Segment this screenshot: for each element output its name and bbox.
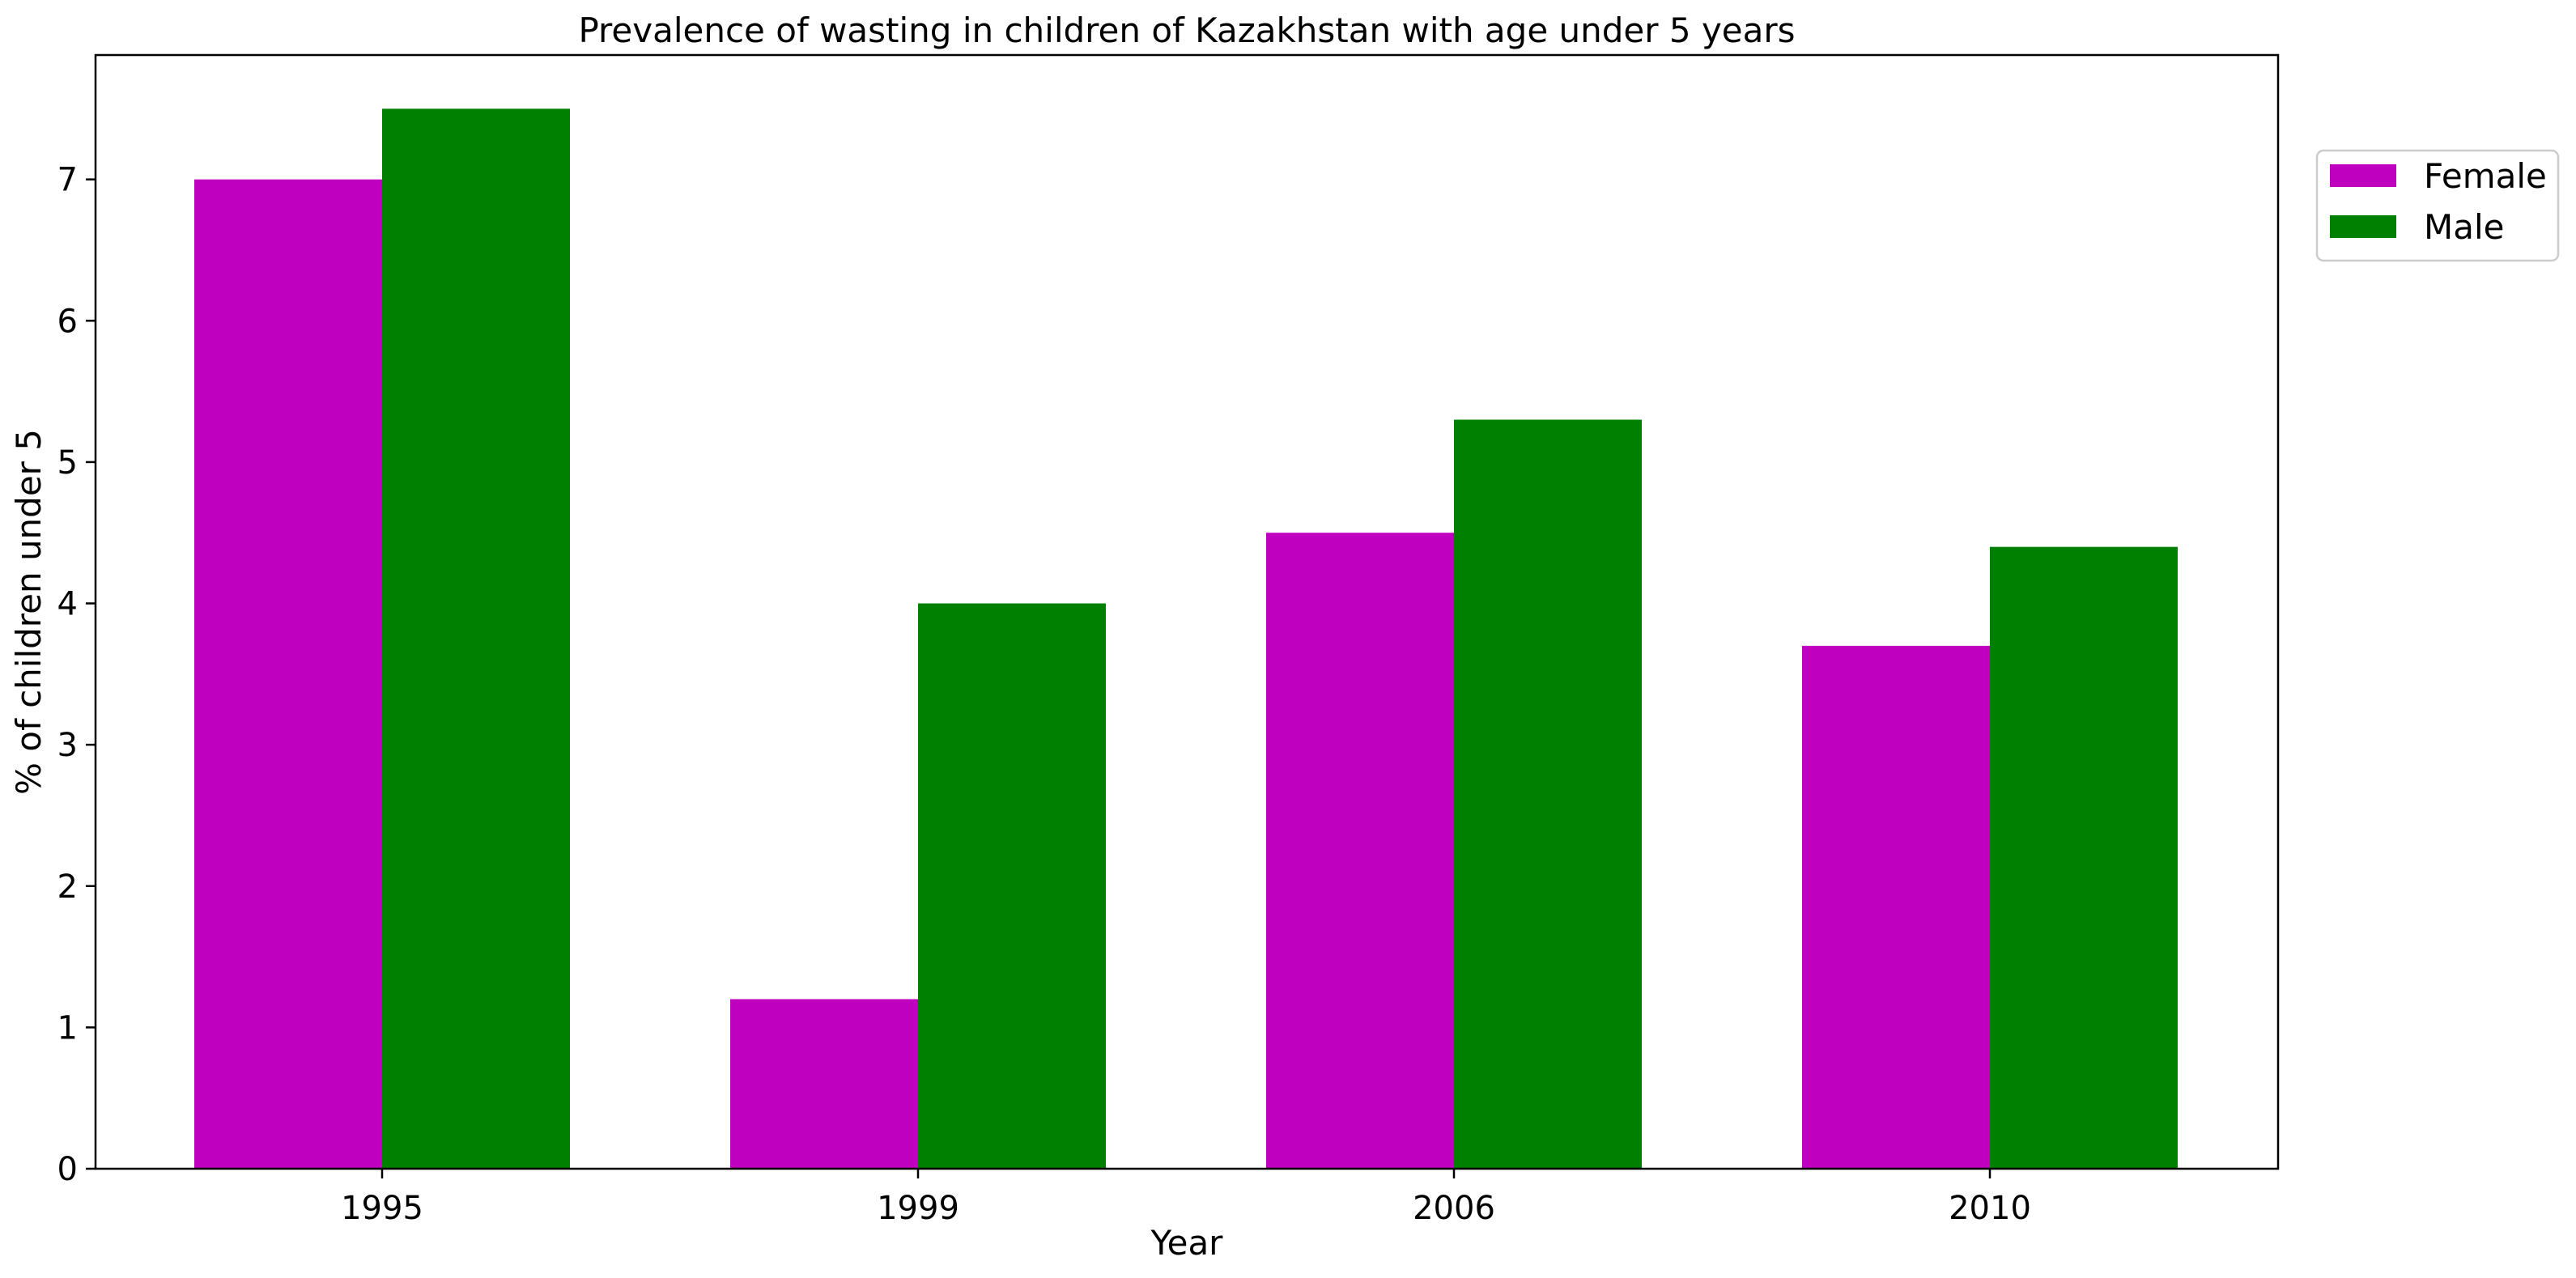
y-tick-label-1: 1: [57, 1009, 78, 1047]
y-tick-label-2: 2: [57, 868, 78, 906]
y-tick-label-5: 5: [57, 444, 78, 482]
bar-male-2006: [1454, 419, 1642, 1169]
plot-frame: [94, 53, 2280, 1170]
y-tick-label-3: 3: [57, 727, 78, 764]
chart-title: Prevalence of wasting in children of Kaz…: [578, 11, 1795, 50]
bar-female-1999: [730, 999, 918, 1169]
legend-swatch-male: [2330, 215, 2396, 238]
y-tick-label-7: 7: [57, 162, 78, 199]
x-tick-label-1999: 1999: [877, 1190, 959, 1227]
bar-female-2010: [1802, 645, 1990, 1169]
legend: Female Male: [2315, 149, 2560, 262]
bars-group: [194, 108, 2178, 1169]
x-axis: 1995 1999 2006 2010: [341, 1169, 2031, 1227]
x-tick-label-1995: 1995: [341, 1190, 423, 1227]
bar-female-2006: [1266, 533, 1454, 1169]
bar-male-1999: [918, 603, 1106, 1169]
x-axis-label: Year: [1150, 1223, 1224, 1263]
y-axis: 0 1 2 3 4 5 6 7: [57, 162, 96, 1188]
bar-female-1995: [194, 179, 382, 1169]
y-tick-label-0: 0: [57, 1151, 78, 1188]
y-tick-label-6: 6: [57, 303, 78, 340]
legend-label-male: Male: [2424, 207, 2504, 247]
legend-label-female: Female: [2424, 156, 2547, 196]
bar-male-2010: [1990, 546, 2178, 1169]
y-tick-label-4: 4: [57, 586, 78, 623]
bar-male-1995: [382, 108, 570, 1169]
y-axis-label: % of children under 5: [9, 429, 49, 795]
x-tick-label-2006: 2006: [1413, 1190, 1495, 1227]
legend-swatch-female: [2330, 164, 2396, 187]
x-tick-label-2010: 2010: [1949, 1190, 2031, 1227]
